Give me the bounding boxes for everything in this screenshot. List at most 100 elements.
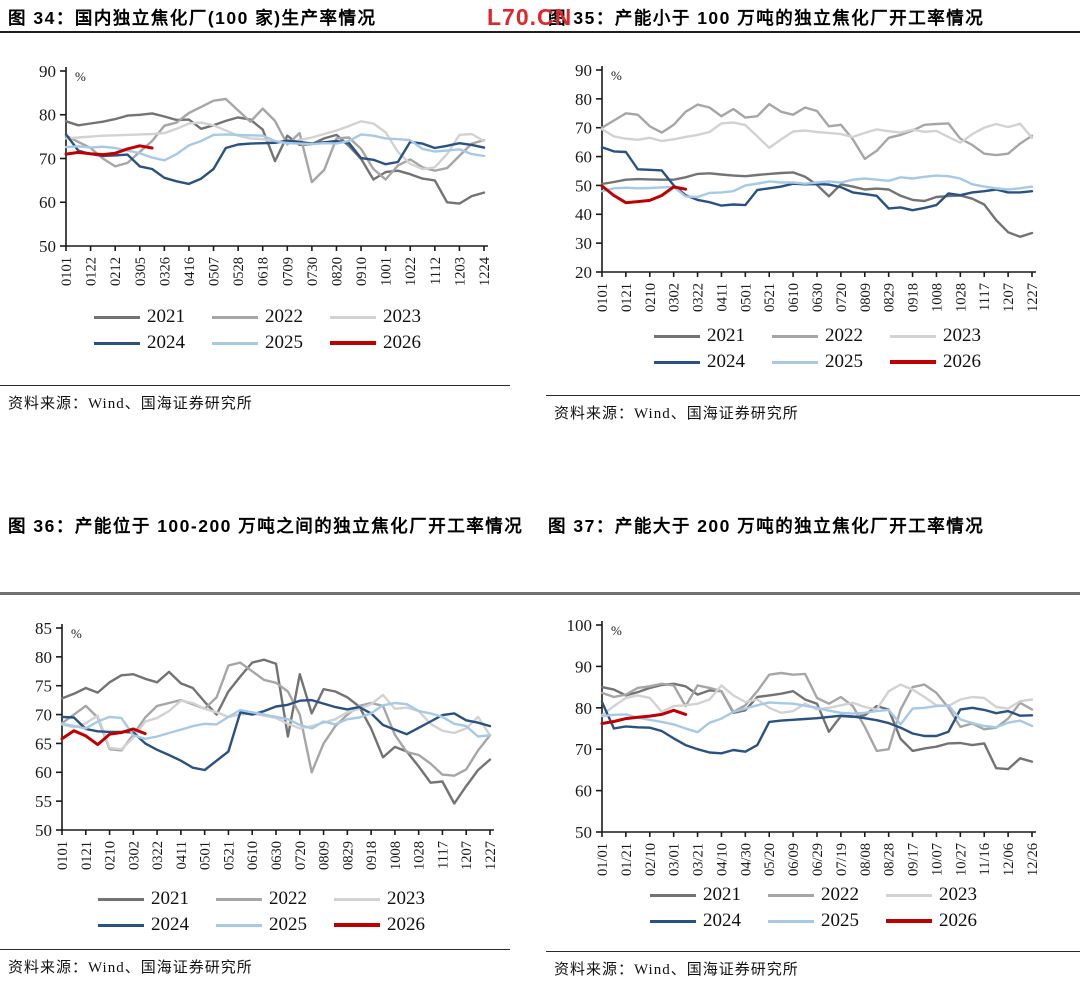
x-axis-tick-label: 0809	[858, 283, 874, 312]
legend-swatch-icon	[94, 315, 140, 319]
legend-row: 2021 2022 2023	[84, 888, 456, 910]
series-line-2026	[600, 708, 688, 725]
x-axis-tick-label: 1117	[977, 283, 993, 311]
y-axis-tick-label: 55	[35, 792, 52, 811]
legend-swatch-icon	[334, 923, 380, 927]
legend-item-2023: 2023	[890, 325, 998, 347]
x-axis-tick-label: 0618	[256, 257, 272, 286]
x-axis-tick-label: 0720	[834, 283, 850, 312]
legend-swatch-icon	[772, 334, 818, 338]
legend-item-2025: 2025	[772, 351, 880, 373]
legend-row: 2021 2022 2023	[640, 325, 1012, 347]
x-axis-tick-label: 0521	[221, 841, 237, 870]
chart-fig37-legend: 2021 2022 2023 2024 2025 2026	[636, 884, 1008, 932]
x-axis-tick-label: 0528	[231, 257, 247, 286]
x-axis-tick-label: 0302	[126, 841, 142, 870]
legend-label: 2021	[147, 306, 185, 327]
legend-label: 2024	[147, 332, 185, 353]
y-axis-tick-label: 50	[35, 821, 52, 840]
chart-fig34-production-rate: 90 80 70 60 50% 0101 0122 0212 0305 0326 0416 0507 0…	[39, 62, 493, 286]
source-note-fig35: 资料来源：Wind、国海证券研究所	[554, 406, 799, 422]
y-axis-tick-label: 100	[567, 616, 593, 635]
legend-item-2024: 2024	[654, 351, 762, 373]
series-line-2026	[64, 144, 154, 157]
x-axis-tick-label: 11/16	[977, 843, 993, 876]
series-line-2022	[64, 97, 486, 184]
chart-fig34-legend: 2021 2022 2023 2024 2025 2026	[80, 306, 452, 354]
x-axis-tick-label: 1112	[428, 257, 444, 285]
x-axis-tick-label: 0411	[714, 283, 730, 311]
x-axis-tick-label: 0918	[364, 841, 380, 870]
legend-swatch-icon	[330, 341, 376, 345]
legend-item-2023: 2023	[330, 306, 438, 328]
x-axis-tick-label: 10/27	[953, 843, 969, 876]
legend-label: 2024	[151, 914, 189, 935]
series-line-2023	[600, 683, 1034, 717]
chart-fig35-operating-rate-small: 90 80 70 60 50 40 30 20% 0101 0121 0210 0302 0322 041…	[575, 61, 1041, 312]
x-axis-tick-label: 0121	[619, 283, 635, 312]
x-axis-tick-label: 0101	[595, 283, 611, 312]
legend-label: 2022	[825, 325, 863, 346]
series-line-2025	[60, 701, 492, 741]
x-axis-tick-label: 1117	[435, 841, 451, 869]
x-axis-tick-label: 06/09	[786, 843, 802, 876]
x-axis-tick-label: 0210	[103, 841, 119, 870]
x-axis-tick-label: 06/29	[810, 843, 826, 876]
x-axis-tick-label: 0411	[174, 841, 190, 869]
y-axis-tick-label: 80	[35, 648, 52, 667]
y-axis-tick-label: 50	[39, 237, 56, 256]
x-axis-tick-label: 0122	[84, 257, 100, 286]
source-divider	[546, 951, 1080, 952]
x-axis-tick-label: 03/21	[691, 843, 707, 876]
x-axis-tick-label: 08/28	[882, 843, 898, 876]
legend-label: 2021	[703, 884, 741, 905]
x-axis-tick-label: 04/10	[714, 843, 730, 876]
series-line-2022	[600, 671, 1034, 753]
y-axis-unit-label: %	[71, 626, 82, 641]
x-axis-tick-label: 1008	[388, 841, 404, 870]
legend-swatch-icon	[334, 897, 380, 901]
x-axis-tick-label: 07/19	[834, 843, 850, 876]
legend-swatch-icon	[650, 893, 696, 897]
x-axis-tick-label: 1022	[403, 257, 419, 286]
legend-label: 2025	[265, 332, 303, 353]
legend-item-2023: 2023	[334, 888, 442, 910]
x-axis-tick-label: 0610	[245, 841, 261, 870]
x-axis-tick-label: 04/30	[738, 843, 754, 876]
x-axis-tick-label: 09/17	[906, 843, 922, 876]
x-axis-tick-label: 0501	[198, 841, 214, 870]
x-axis-tick-label: 0809	[317, 841, 333, 870]
legend-label: 2024	[703, 910, 741, 931]
middle-divider-line	[0, 592, 1080, 595]
legend-label: 2025	[825, 351, 863, 372]
legend-swatch-icon	[98, 897, 144, 901]
source-note-fig34: 资料来源：Wind、国海证券研究所	[8, 396, 253, 412]
x-axis-tick-label: 0630	[269, 841, 285, 870]
x-axis-tick-label: 0501	[738, 283, 754, 312]
y-axis-tick-label: 70	[575, 119, 592, 138]
x-axis-tick-label: 0101	[55, 841, 71, 870]
x-axis-tick-label: 0322	[691, 283, 707, 312]
legend-label: 2025	[821, 910, 859, 931]
legend-item-2021: 2021	[650, 884, 758, 906]
source-divider	[0, 385, 510, 386]
legend-label: 2026	[943, 351, 981, 372]
legend-row: 2024 2025 2026	[80, 332, 452, 354]
x-axis-tick-label: 03/01	[667, 843, 683, 876]
legend-item-2021: 2021	[98, 888, 206, 910]
legend-swatch-icon	[98, 923, 144, 927]
legend-label: 2021	[151, 888, 189, 909]
x-axis-tick-label: 0416	[182, 257, 198, 286]
x-axis-tick-label: 1203	[452, 257, 468, 286]
legend-item-2026: 2026	[886, 910, 994, 932]
y-axis-tick-label: 40	[575, 205, 592, 224]
legend-swatch-icon	[772, 360, 818, 364]
x-axis-tick-label: 0910	[354, 257, 370, 286]
x-axis-tick-label: 0829	[882, 283, 898, 312]
x-axis-tick-label: 1001	[379, 257, 395, 286]
x-axis-tick-label: 08/08	[858, 843, 874, 876]
y-axis-tick-label: 90	[575, 657, 592, 676]
series-line-2021	[64, 112, 486, 205]
legend-label: 2022	[265, 306, 303, 327]
x-axis-tick-label: 1207	[1001, 283, 1017, 312]
